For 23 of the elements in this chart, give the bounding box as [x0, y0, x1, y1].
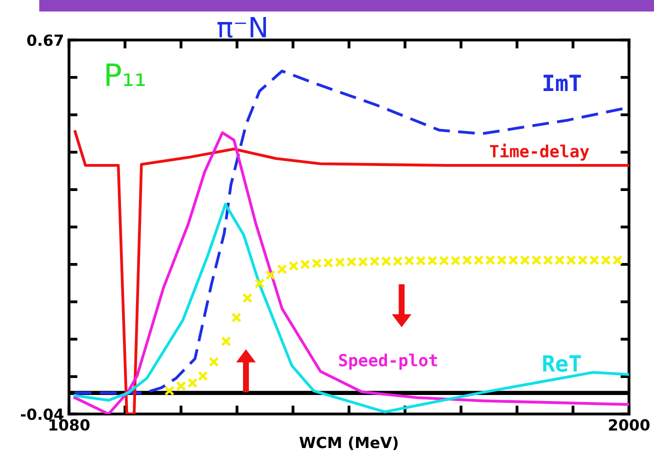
point	[164, 386, 174, 396]
x-tick-label: 1080	[49, 419, 90, 431]
point	[208, 356, 219, 367]
chart-title: π⁻N	[218, 16, 266, 38]
y-tick-label: 0.67	[27, 34, 63, 46]
annotation: P₁₁	[106, 64, 145, 86]
point	[265, 270, 276, 280]
point	[254, 278, 265, 288]
series-label: Time-delay	[490, 144, 590, 161]
x-axis-title: WCM (MeV)	[299, 436, 398, 450]
point	[176, 381, 186, 392]
point	[231, 312, 242, 323]
y-tick-label: -0.04	[20, 408, 64, 420]
series-label: ImT	[544, 74, 581, 92]
line-series	[73, 202, 629, 414]
point	[220, 336, 232, 346]
series-label: Speed-plot	[339, 354, 438, 370]
point	[188, 378, 198, 388]
point	[276, 264, 288, 274]
series-label: ReT	[543, 355, 581, 372]
x-tick-label: 2000	[608, 419, 650, 431]
point	[242, 293, 252, 304]
point	[198, 371, 208, 382]
